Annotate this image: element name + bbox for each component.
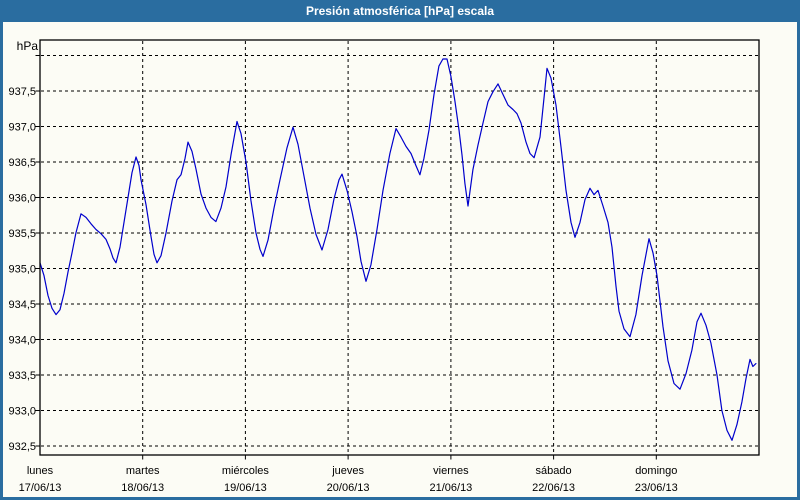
svg-text:936,5: 936,5	[8, 157, 36, 169]
day-name-label: viernes	[433, 465, 469, 477]
x-axis-labels: lunes 17/06/13 martes 18/06/13 miércoles 19/0…	[19, 465, 678, 494]
x-gridlines	[142, 41, 657, 454]
day-name-label: jueves	[331, 465, 364, 477]
y-axis-ticks	[35, 55, 40, 447]
svg-text:937,0: 937,0	[8, 122, 36, 134]
svg-text:936,0: 936,0	[8, 193, 36, 205]
svg-text:934,0: 934,0	[8, 335, 36, 347]
day-date-label: 17/06/13	[19, 482, 62, 494]
day-name-label: domingo	[635, 465, 677, 477]
day-name-label: miércoles	[222, 465, 270, 477]
svg-text:933,0: 933,0	[8, 406, 36, 418]
svg-text:935,5: 935,5	[8, 228, 36, 240]
y-axis-labels: 932,5 933,0 933,5 934,0 934,5 935,0 935,5 936,0…	[8, 39, 38, 453]
y-axis-unit-label: hPa	[17, 39, 39, 53]
window-titlebar: Presión atmosférica [hPa] escala	[0, 0, 800, 22]
day-date-label: 23/06/13	[635, 482, 678, 494]
svg-text:933,5: 933,5	[8, 370, 36, 382]
day-date-label: 21/06/13	[429, 482, 472, 494]
svg-text:937,5: 937,5	[8, 86, 36, 98]
day-date-label: 18/06/13	[121, 482, 164, 494]
day-date-label: 19/06/13	[224, 482, 267, 494]
day-name-label: sábado	[536, 465, 572, 477]
window-title: Presión atmosférica [hPa] escala	[305, 4, 495, 18]
day-date-label: 20/06/13	[327, 482, 370, 494]
x-axis-ticks	[142, 455, 657, 460]
plot-frame	[39, 39, 760, 456]
day-name-label: lunes	[27, 465, 54, 477]
svg-text:932,5: 932,5	[8, 441, 36, 453]
day-date-label: 22/06/13	[532, 482, 575, 494]
day-name-label: martes	[126, 465, 160, 477]
svg-text:935,0: 935,0	[8, 264, 36, 276]
svg-text:934,5: 934,5	[8, 299, 36, 311]
pressure-series-line	[39, 58, 757, 441]
chart-background	[3, 22, 797, 497]
